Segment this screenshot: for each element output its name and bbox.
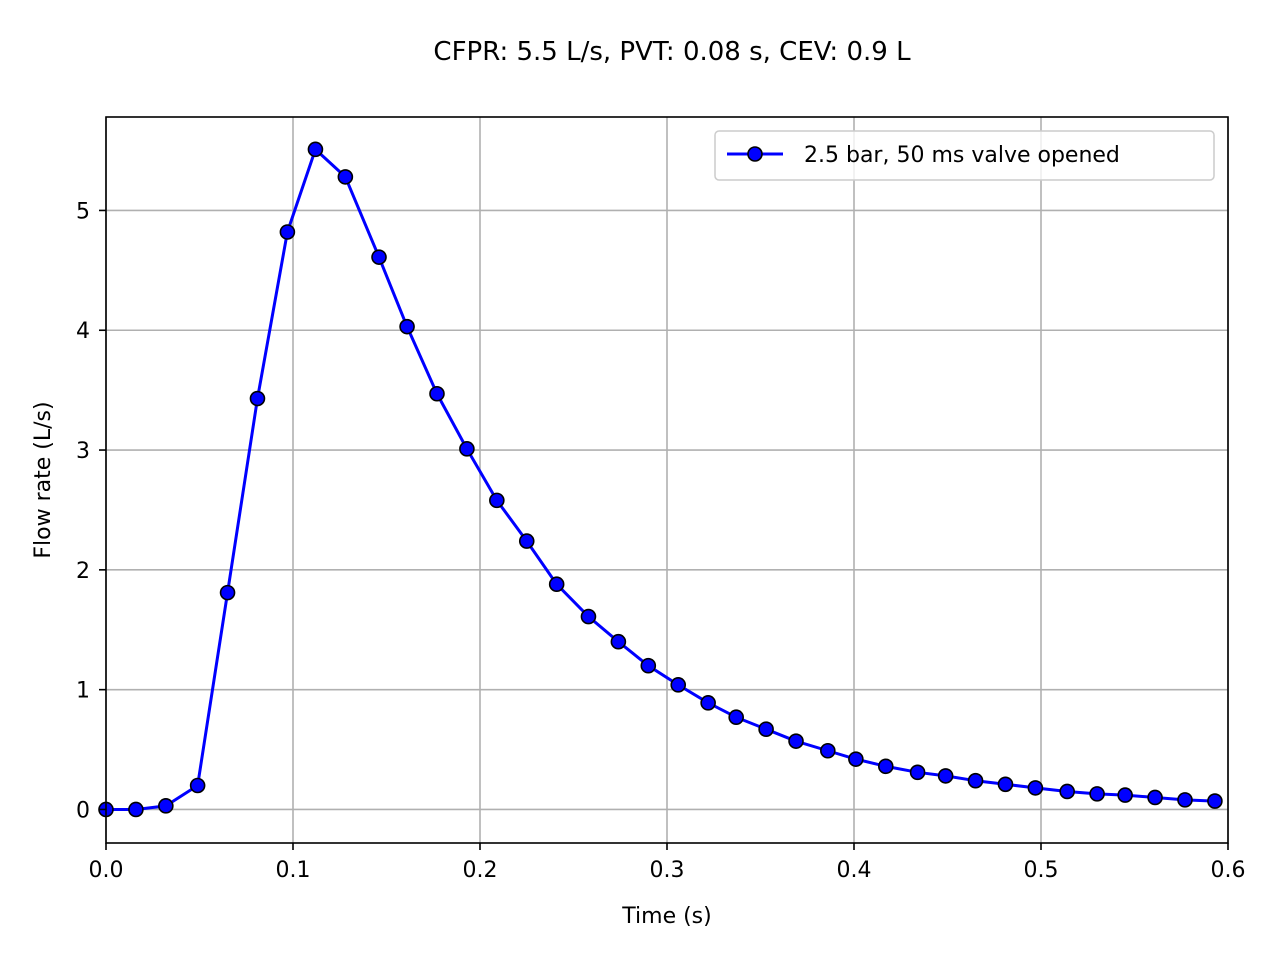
- y-tick-label: 2: [76, 559, 90, 584]
- data-point: [909, 764, 926, 781]
- data-point: [399, 318, 415, 335]
- x-tick-label: 0.5: [1024, 858, 1059, 883]
- data-point: [848, 751, 864, 767]
- data-point: [820, 742, 836, 759]
- data-point: [249, 390, 266, 407]
- data-point: [670, 677, 687, 693]
- grid-lines: [105, 117, 1229, 843]
- data-point: [1207, 793, 1223, 809]
- data-point: [967, 772, 984, 789]
- data-point: [937, 768, 954, 784]
- data-point: [610, 633, 627, 650]
- x-tick-label: 0.1: [276, 858, 311, 883]
- y-tick-label: 0: [76, 798, 90, 823]
- data-point: [580, 608, 597, 625]
- x-tick-label: 0.0: [89, 858, 124, 883]
- x-tick-label: 0.3: [650, 858, 685, 883]
- y-tick-label: 5: [76, 199, 90, 224]
- data-point: [1117, 787, 1133, 803]
- data-point: [700, 695, 716, 711]
- series-line: [106, 147, 1215, 811]
- data-point: [158, 798, 174, 814]
- data-point: [640, 657, 657, 674]
- legend-marker-swatch: [747, 146, 763, 162]
- data-point: [219, 584, 236, 601]
- axes: [99, 116, 1229, 850]
- data-point: [1027, 780, 1044, 796]
- x-tick-label: 0.6: [1211, 858, 1246, 883]
- data-point: [279, 224, 296, 240]
- y-axis-label: Flow rate (L/s): [31, 401, 56, 558]
- data-point: [997, 776, 1014, 793]
- y-tick-label: 3: [76, 439, 90, 464]
- data-point: [371, 249, 387, 265]
- data-point: [307, 141, 324, 158]
- data-point: [788, 733, 804, 749]
- data-point: [429, 385, 445, 402]
- data-point: [518, 533, 535, 549]
- chart-title: CFPR: 5.5 L/s, PVT: 0.08 s, CEV: 0.9 L: [433, 37, 911, 67]
- data-point: [1177, 792, 1193, 808]
- x-tick-label: 0.2: [463, 858, 498, 883]
- y-tick-label: 1: [76, 679, 90, 704]
- data-point: [337, 169, 354, 185]
- data-point: [459, 441, 475, 457]
- x-tick-label: 0.4: [837, 858, 872, 883]
- data-point: [128, 801, 144, 818]
- data-point: [489, 492, 505, 509]
- data-point: [1089, 786, 1105, 802]
- data-point: [548, 576, 565, 593]
- data-point: [1147, 789, 1163, 806]
- legend-label: 2.5 bar, 50 ms valve opened: [804, 143, 1120, 168]
- data-point: [1059, 783, 1075, 800]
- data-point: [877, 758, 894, 775]
- tick-labels: 0.0 0.1 0.2 0.3 0.4 0.5 0.6 0 1 2 3 4 5: [76, 199, 1246, 883]
- data-point: [758, 721, 774, 737]
- legend: 2.5 bar, 50 ms valve opened: [714, 130, 1215, 181]
- legend-box: [714, 130, 1215, 181]
- y-tick-label: 4: [76, 319, 90, 344]
- x-axis-label: Time (s): [621, 904, 711, 929]
- data-point: [728, 709, 744, 726]
- data-point: [189, 777, 206, 794]
- data-series: [98, 141, 1223, 818]
